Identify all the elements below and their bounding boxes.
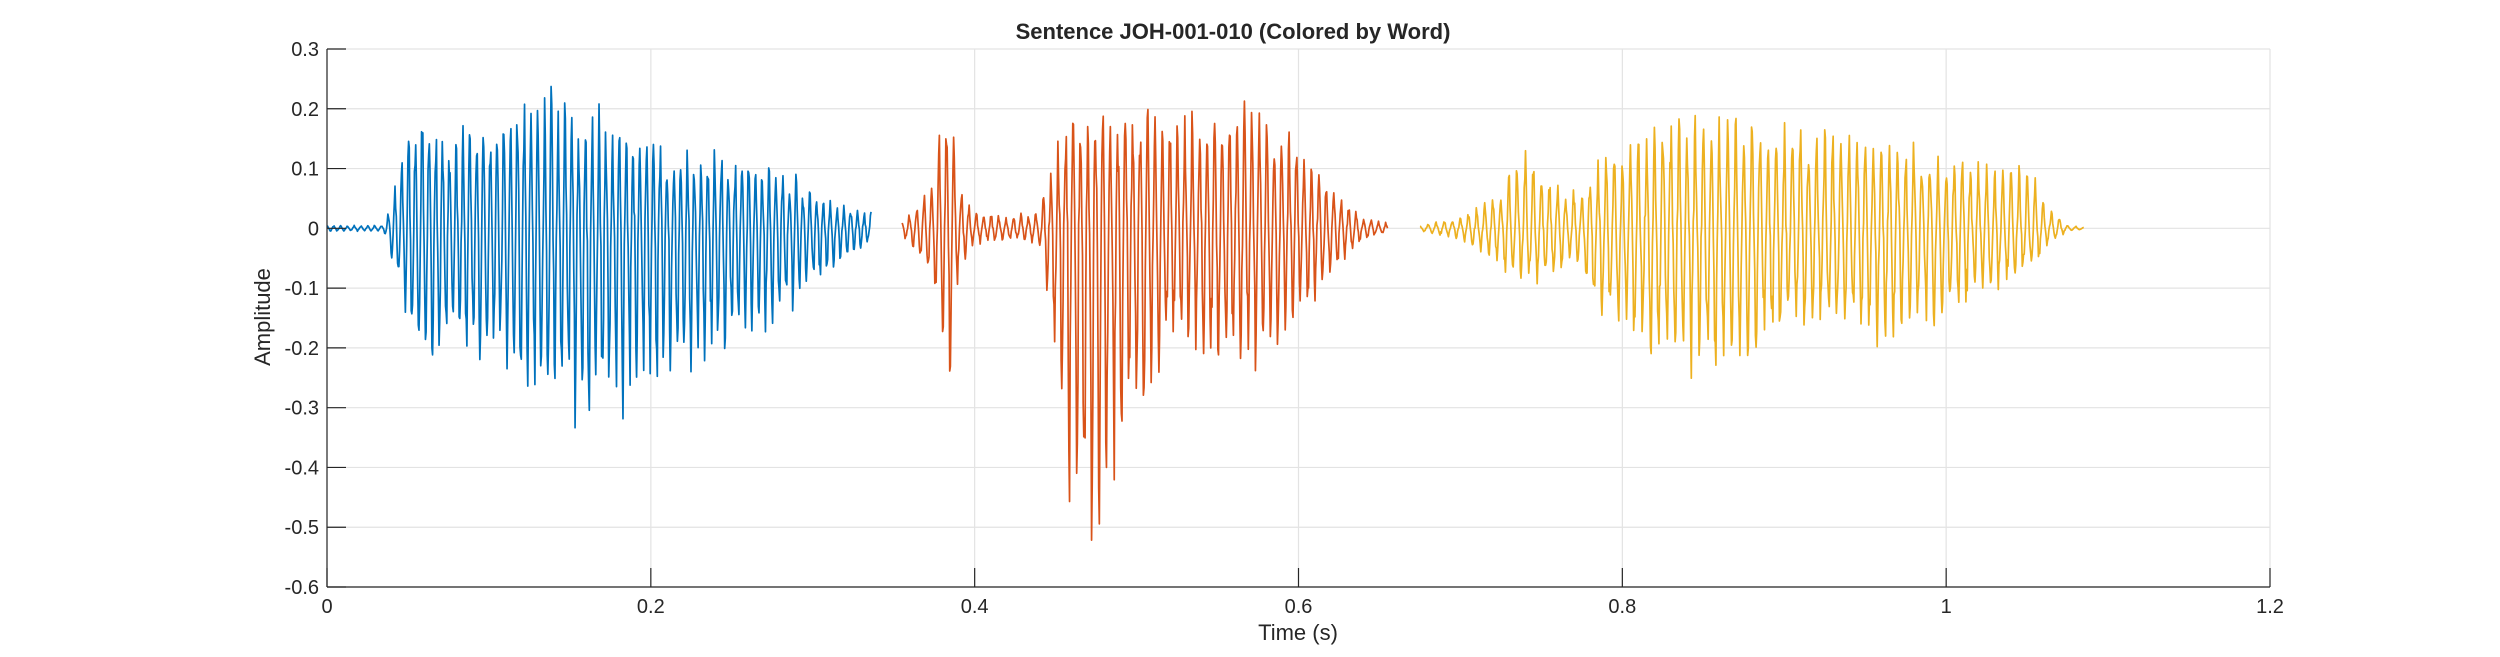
- waveform-series-1: [326, 85, 872, 429]
- x-tick-label: 0.8: [1608, 596, 1636, 618]
- y-tick-label: -0.4: [285, 457, 319, 479]
- x-tick-label: 0.2: [637, 596, 665, 618]
- y-tick-label: 0.2: [291, 99, 319, 121]
- y-tick-label: -0.3: [285, 398, 319, 420]
- chart-title: Sentence JOH-001-010 (Colored by Word): [1016, 19, 1451, 44]
- grid: [326, 48, 2271, 588]
- waveform-series-3: [1419, 114, 2085, 380]
- x-tick-label: 1.2: [2256, 596, 2284, 618]
- axes: 0 0.2 0.4 0.6 0.8 1 1.2 -0.6 -0.5 -0.4 -0.3 -0.2 -0.…: [285, 39, 2284, 618]
- x-tick-label: 0: [321, 596, 332, 618]
- x-tick-label: 0.4: [961, 596, 989, 618]
- y-tick-label: -0.6: [285, 577, 319, 599]
- y-axis-label: Amplitude: [250, 268, 275, 366]
- y-tick-label: 0.1: [291, 159, 319, 181]
- x-tick-label: 0.6: [1285, 596, 1313, 618]
- x-tick-label: 1: [1941, 596, 1952, 618]
- y-tick-label: -0.1: [285, 278, 319, 300]
- y-tick-label: -0.5: [285, 517, 319, 539]
- x-axis-label: Time (s): [1258, 620, 1338, 645]
- y-tick-label: -0.2: [285, 338, 319, 360]
- y-tick-label: 0: [308, 218, 319, 240]
- waveform-series-2: [901, 100, 1389, 541]
- series-layer: [326, 85, 2085, 541]
- y-tick-label: 0.3: [291, 39, 319, 61]
